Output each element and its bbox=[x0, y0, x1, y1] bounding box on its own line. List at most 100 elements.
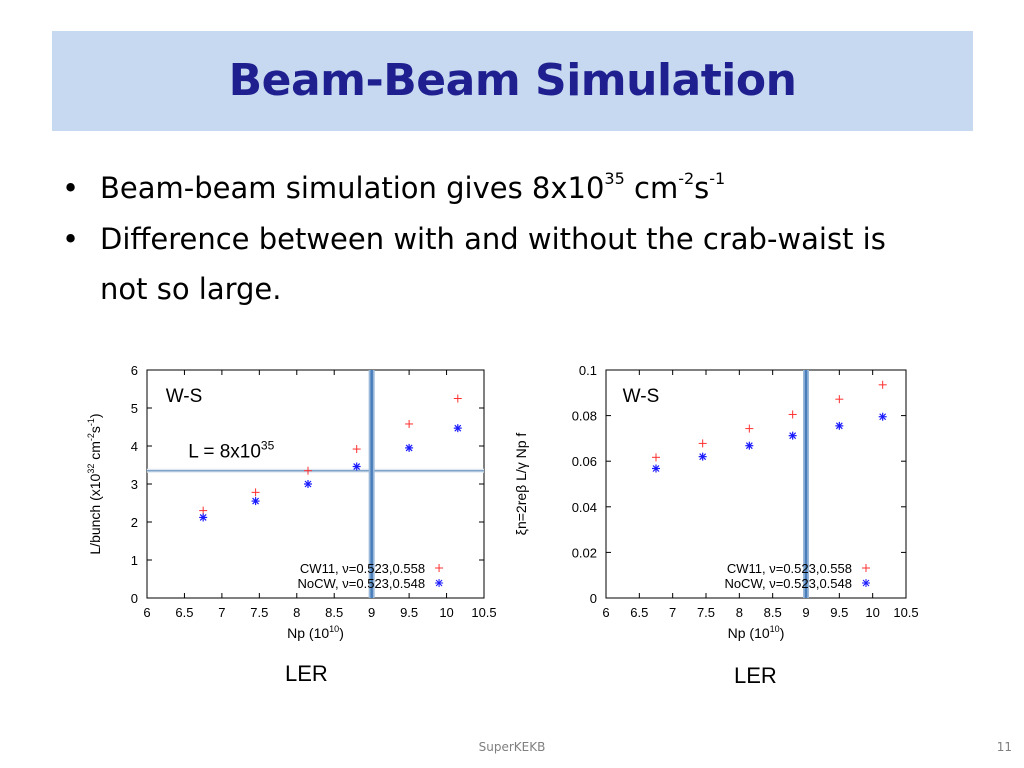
marker-stroke bbox=[699, 453, 707, 461]
plot-frame bbox=[605, 369, 907, 599]
y-axis-label-sup: -1 bbox=[86, 418, 96, 426]
marker-stroke bbox=[252, 497, 260, 505]
bullet-item-luminosity: • Beam-beam simulation gives 8x1035 cm-2… bbox=[62, 162, 992, 214]
x-tick-label: 7.5 bbox=[697, 605, 715, 620]
y-axis-label-sup: 32 bbox=[86, 464, 96, 474]
luminosity-chart: 6 6.5 7 7.5 8 8.5 9 9.5 10 10.5 0 1 2 3 4 5 6 L = 8x1035 W… bbox=[78, 355, 498, 655]
bullet-text-unit2: s bbox=[694, 171, 710, 205]
cw11-point bbox=[405, 419, 414, 428]
chart-caption-right: LER bbox=[734, 663, 777, 688]
x-tick-label: 9 bbox=[802, 605, 809, 620]
marker-stroke bbox=[652, 465, 660, 472]
y-tick-label: 6 bbox=[131, 363, 138, 378]
bullet-sup: 35 bbox=[604, 169, 625, 188]
x-axis-label-sup: 10 bbox=[770, 624, 780, 634]
bullet-list: • Beam-beam simulation gives 8x1035 cm-2… bbox=[62, 162, 992, 314]
x-tick-label: 7 bbox=[218, 605, 225, 620]
bullet-glyph: • bbox=[62, 222, 80, 256]
x-tick-label: 9 bbox=[368, 605, 375, 620]
cw11-point bbox=[878, 380, 887, 389]
beam-beam-parameter-chart: 6 6.5 7 7.5 8 8.5 9 9.5 10 10.5 0 0.02 0.04 0.06 0.08 0… bbox=[508, 355, 938, 655]
bullet-text-line1: Difference between with and without the … bbox=[100, 222, 886, 256]
x-axis-label-end: ) bbox=[780, 625, 785, 641]
scheme-annotation: W-S bbox=[166, 386, 203, 407]
y-axis-label: L/bunch (x1032 cm-2s-1) bbox=[86, 413, 103, 554]
x-axis-label-text: Np (10 bbox=[728, 625, 770, 641]
x-axis-label: Np (1010) bbox=[728, 624, 785, 641]
luminosity-chart-svg: 6 6.5 7 7.5 8 8.5 9 9.5 10 10.5 0 1 2 3 4 5 6 L = 8x1035 W… bbox=[86, 363, 497, 641]
bullet-glyph: • bbox=[62, 171, 80, 205]
x-tick-label: 10 bbox=[865, 605, 879, 620]
nocw-point bbox=[304, 480, 313, 488]
marker-stroke bbox=[789, 432, 797, 440]
marker-stroke bbox=[435, 579, 443, 587]
legend-marker bbox=[862, 564, 870, 572]
nocw-point bbox=[652, 464, 660, 473]
nocw-point bbox=[199, 513, 208, 522]
legend-label: NoCW, ν=0.523,0.548 bbox=[298, 576, 426, 591]
legend-label: NoCW, ν=0.523,0.548 bbox=[724, 576, 852, 591]
cw11-point bbox=[352, 445, 361, 454]
marker-stroke bbox=[199, 514, 207, 521]
y-tick-label: 0.06 bbox=[572, 454, 597, 469]
x-tick-label: 10.5 bbox=[893, 605, 918, 620]
y-axis-label-text: ξn=2reβ L/γ Np f bbox=[513, 433, 529, 536]
cw11-point bbox=[304, 466, 313, 475]
x-tick-label: 6.5 bbox=[175, 605, 193, 620]
title-banner: Beam-Beam Simulation bbox=[52, 31, 973, 131]
bullet-text-unit: cm bbox=[624, 171, 679, 205]
marker-stroke bbox=[405, 444, 413, 452]
legend-label: CW11, ν=0.523,0.558 bbox=[300, 561, 425, 576]
x-tick-label: 6 bbox=[143, 605, 150, 620]
y-tick-label: 1 bbox=[131, 553, 138, 568]
x-tick-label: 6 bbox=[602, 605, 609, 620]
y-tick-label: 2 bbox=[131, 515, 138, 530]
target-luminosity-label-sup: 35 bbox=[261, 439, 275, 453]
cw11-point bbox=[199, 506, 208, 515]
x-tick-label: 8.5 bbox=[325, 605, 343, 620]
marker-stroke bbox=[862, 579, 870, 587]
x-axis-label-sup: 10 bbox=[329, 624, 339, 634]
y-tick-label: 0.08 bbox=[572, 409, 597, 424]
y-axis-label-end: ) bbox=[87, 413, 103, 418]
slide-title: Beam-Beam Simulation bbox=[228, 55, 797, 106]
x-tick-label: 7 bbox=[669, 605, 676, 620]
x-tick-label: 8.5 bbox=[764, 605, 782, 620]
marker-stroke bbox=[304, 480, 312, 488]
target-luminosity-label: L = 8x1035 bbox=[188, 439, 274, 463]
marker-stroke bbox=[353, 463, 361, 470]
x-tick-label: 9.5 bbox=[830, 605, 848, 620]
page-number: 11 bbox=[996, 740, 1012, 754]
target-luminosity-label-text: L = 8x10 bbox=[188, 442, 261, 463]
legend-marker bbox=[862, 579, 870, 587]
bullet-text-line2: not so large. bbox=[100, 272, 282, 306]
nocw-point bbox=[745, 441, 754, 450]
cw11-point bbox=[745, 424, 754, 433]
legend-label: CW11, ν=0.523,0.558 bbox=[727, 561, 852, 576]
x-tick-label: 6.5 bbox=[630, 605, 648, 620]
chart-caption-left: LER bbox=[285, 661, 328, 686]
y-axis-label-sup: -2 bbox=[86, 433, 96, 441]
y-axis-label-unit: cm bbox=[87, 441, 103, 464]
y-axis-label-text: L/bunch (x10 bbox=[87, 473, 103, 554]
y-tick-label: 5 bbox=[131, 401, 138, 416]
nocw-point bbox=[352, 462, 361, 471]
x-tick-label: 10 bbox=[439, 605, 453, 620]
marker-stroke bbox=[835, 422, 843, 430]
x-tick-label: 8 bbox=[736, 605, 743, 620]
footer-label: SuperKEKB bbox=[478, 740, 546, 754]
x-tick-label: 10.5 bbox=[471, 605, 496, 620]
y-tick-label: 0.04 bbox=[572, 500, 597, 515]
nocw-point bbox=[453, 424, 462, 433]
cw11-point bbox=[788, 410, 797, 419]
legend-marker bbox=[435, 564, 444, 572]
y-tick-label: 0.02 bbox=[572, 545, 597, 560]
x-tick-label: 7.5 bbox=[250, 605, 268, 620]
y-tick-label: 3 bbox=[131, 477, 138, 492]
marker-stroke bbox=[879, 413, 887, 421]
x-tick-label: 9.5 bbox=[400, 605, 418, 620]
bullet-item-crab-waist: • Difference between with and without th… bbox=[62, 214, 992, 314]
cw11-point bbox=[251, 488, 260, 497]
y-tick-label: 4 bbox=[131, 439, 138, 454]
cw11-point bbox=[652, 453, 660, 462]
